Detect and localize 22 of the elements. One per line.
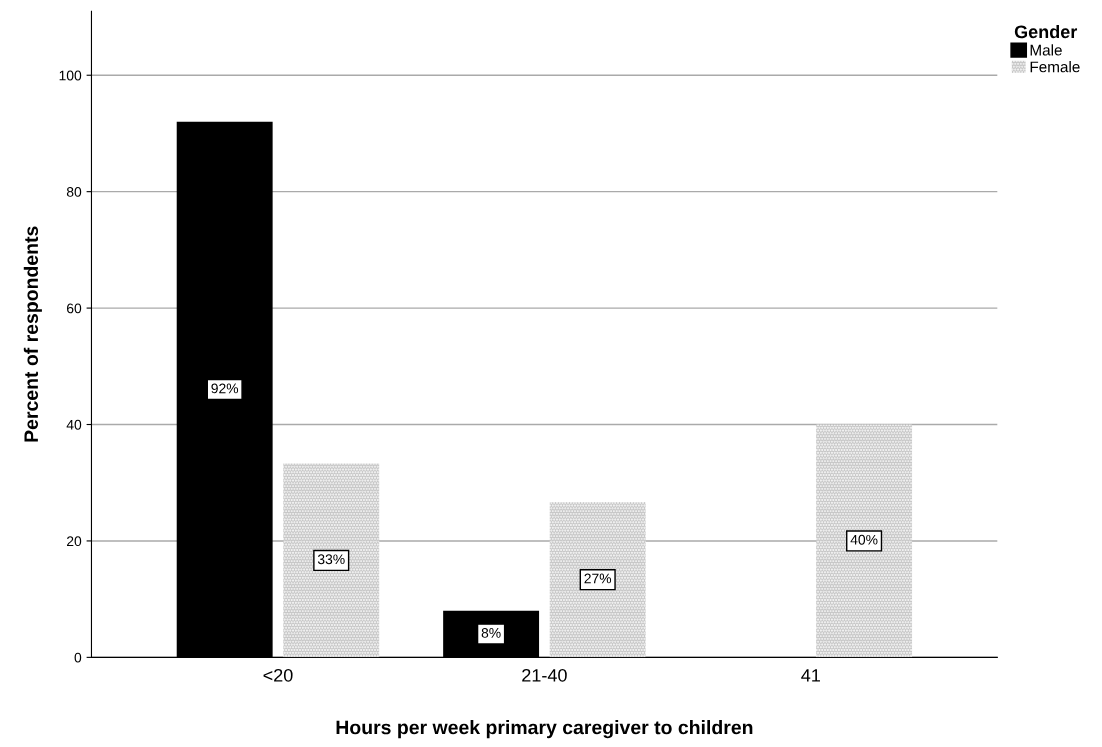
bar	[816, 424, 913, 658]
x-tick-label: <20	[263, 668, 293, 682]
y-tick-label: 60	[67, 303, 82, 314]
x-tick-label: 21-40	[522, 668, 567, 682]
data-label: 8%	[481, 627, 501, 638]
data-label: 40%	[850, 534, 878, 545]
y-tick-label: 40	[66, 419, 82, 430]
y-tick-label: 80	[66, 187, 82, 197]
x-tick-label: 41	[801, 669, 820, 682]
bar	[283, 463, 380, 658]
y-tick-label: 20	[67, 536, 82, 547]
data-label: 33%	[317, 554, 345, 565]
y-tick-label: 100	[59, 70, 82, 81]
x-axis-title: Hours per week primary caregiver to children	[336, 720, 753, 739]
data-label: 92%	[211, 383, 239, 394]
y-tick-label: 0	[74, 652, 82, 663]
y-axis-title: Percent of respondents	[23, 226, 42, 442]
legend-label: Male	[1030, 44, 1062, 56]
legend-title: Gender	[1014, 24, 1078, 39]
bar	[549, 501, 646, 658]
data-label: 27%	[584, 573, 612, 584]
legend-label: Female	[1030, 61, 1080, 73]
